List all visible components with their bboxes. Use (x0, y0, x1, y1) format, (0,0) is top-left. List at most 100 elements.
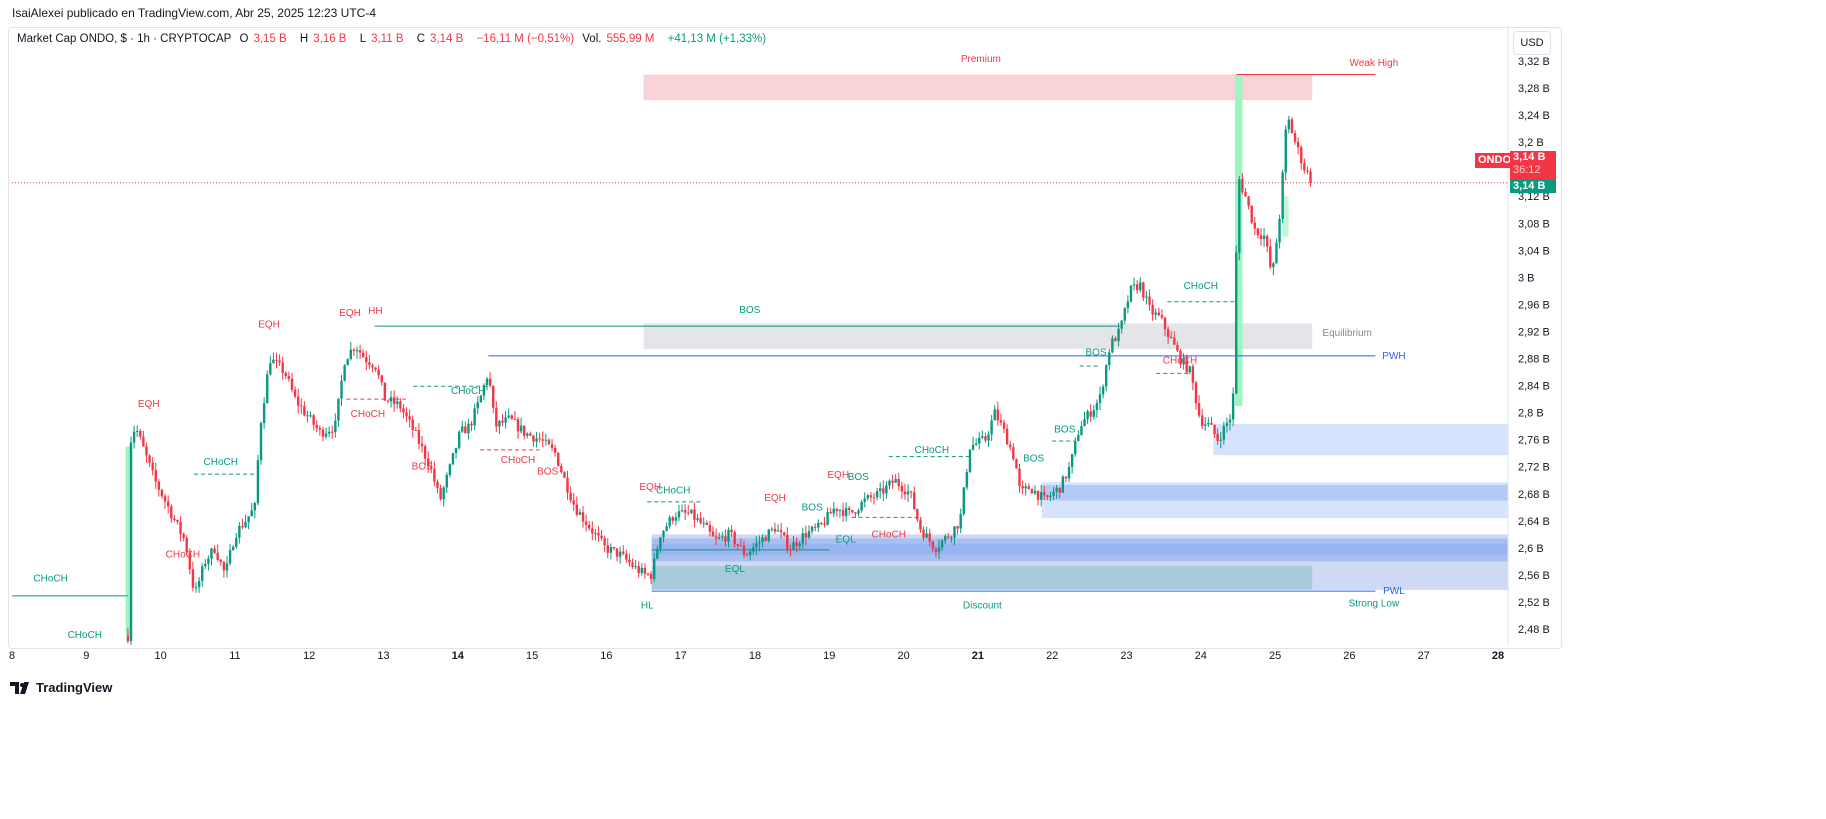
candle (866, 493, 870, 501)
candle (337, 398, 340, 427)
candle (665, 522, 668, 532)
candle (742, 540, 746, 559)
candle-body (148, 455, 151, 463)
candle-body (522, 425, 526, 436)
candle (467, 418, 470, 440)
currency-button[interactable]: USD (1513, 31, 1551, 55)
candle (1033, 485, 1037, 495)
candle-body (1098, 394, 1102, 403)
candle-body (371, 365, 374, 368)
candle-body (346, 359, 349, 366)
annotation-label: EQH (827, 470, 849, 481)
annotation-label: PWL (1383, 586, 1405, 597)
tradingview-logo[interactable]: TradingView (10, 680, 112, 695)
close-label: C (416, 33, 426, 45)
candle (916, 508, 919, 522)
candle-body (535, 438, 538, 442)
candle (287, 371, 291, 382)
candle-body (878, 488, 882, 492)
candle-body (423, 446, 427, 459)
candle (290, 372, 294, 393)
candle-body (160, 489, 164, 497)
candle-body (473, 408, 476, 426)
price-axis-tick: 2,76 B (1518, 435, 1550, 447)
candle (485, 377, 489, 391)
candle (786, 527, 789, 554)
candle (646, 572, 650, 576)
candle (1244, 188, 1247, 197)
price-axis-tick: 2,64 B (1518, 516, 1550, 528)
candle (163, 493, 167, 509)
candle (296, 388, 300, 414)
candle (810, 525, 814, 534)
candle-body (1036, 490, 1040, 500)
candle (262, 397, 266, 429)
candle (1216, 428, 1219, 445)
candle-body (646, 573, 650, 575)
candle (649, 571, 653, 585)
candle-body (656, 548, 659, 559)
candle-body (869, 495, 873, 498)
candle-body (1188, 366, 1191, 373)
price-axis-tick: 2,52 B (1518, 597, 1550, 609)
candle-body (566, 477, 569, 493)
candle-body (1166, 329, 1170, 337)
price-axis-tick: 3,08 B (1518, 218, 1550, 230)
candle (235, 532, 238, 549)
candle (253, 501, 257, 519)
candle-body (262, 403, 266, 424)
candle-body (1009, 444, 1012, 448)
candle (693, 502, 696, 528)
candle-body (1204, 424, 1207, 426)
impulse-highlight-1 (125, 446, 133, 636)
candle (241, 518, 244, 530)
candle (501, 414, 504, 427)
candle-body (594, 532, 597, 534)
candle (281, 356, 284, 381)
candle-body (1027, 486, 1030, 490)
candle (529, 431, 532, 437)
candle-body (733, 532, 736, 545)
candle-body (724, 536, 727, 542)
candle (312, 414, 315, 431)
symbol-legend: Market Cap ONDO, $ · 1h · CRYPTOCAP O 3,1… (17, 33, 771, 45)
candle (532, 434, 535, 447)
candle (482, 383, 486, 401)
candle (423, 444, 427, 466)
candle-body (600, 535, 603, 539)
time-axis-tick: 24 (1195, 650, 1207, 662)
candle-body (1281, 172, 1284, 219)
candle-body (244, 521, 247, 528)
candle (535, 431, 538, 448)
candle-body (278, 360, 281, 363)
annotation-label: EQH (764, 493, 786, 504)
candle (615, 548, 619, 562)
symbol-name[interactable]: Market Cap ONDO, $ · 1h · CRYPTOCAP (17, 33, 232, 45)
candle-body (448, 464, 452, 475)
candle (1058, 487, 1061, 499)
candle (1163, 316, 1167, 337)
time-axis-tick: 18 (749, 650, 761, 662)
candle (900, 481, 904, 500)
candle (188, 548, 192, 575)
candle-body (789, 549, 792, 551)
candle (284, 371, 287, 380)
candle-body (872, 497, 876, 499)
candle (1228, 413, 1232, 431)
candle (1250, 205, 1253, 225)
candle (940, 539, 944, 551)
candle-body (900, 485, 904, 492)
candle-body (770, 528, 774, 530)
volume-label: Vol. (582, 33, 602, 45)
candle-body (129, 442, 133, 642)
candle-body (541, 439, 544, 441)
candle-body (730, 529, 733, 533)
time-axis-tick: 11 (229, 650, 240, 662)
candle-body (1303, 163, 1306, 171)
candle-body (173, 518, 176, 520)
candle-body (498, 420, 501, 427)
candle-body (838, 510, 842, 512)
candle (179, 516, 182, 542)
candle (414, 427, 418, 431)
